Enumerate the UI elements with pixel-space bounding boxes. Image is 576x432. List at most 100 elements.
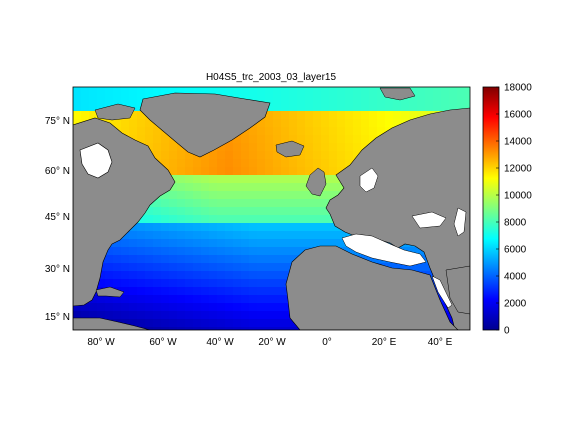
field-cell: [305, 143, 314, 152]
field-cell: [369, 95, 378, 104]
field-cell: [193, 303, 202, 312]
field-cell: [337, 231, 346, 240]
field-cell: [89, 111, 98, 120]
field-cell: [345, 119, 354, 128]
field-cell: [313, 239, 322, 248]
field-cell: [73, 95, 82, 104]
field-cell: [225, 191, 234, 200]
field-cell: [273, 191, 282, 200]
field-cell: [185, 199, 194, 208]
field-cell: [265, 263, 274, 272]
field-cell: [425, 263, 434, 272]
field-cell: [401, 103, 410, 112]
field-cell: [377, 127, 386, 136]
field-cell: [97, 87, 106, 96]
field-cell: [209, 199, 218, 208]
field-cell: [273, 167, 282, 176]
field-cell: [129, 127, 138, 136]
field-cell: [441, 303, 450, 312]
field-cell: [145, 319, 154, 328]
field-cell: [185, 191, 194, 200]
field-cell: [137, 263, 146, 272]
field-cell: [353, 95, 362, 104]
field-cell: [89, 87, 98, 96]
field-cell: [289, 135, 298, 144]
field-cell: [201, 319, 210, 328]
caspian-sea: [453, 207, 467, 237]
field-cell: [249, 135, 258, 144]
field-cell: [273, 303, 282, 312]
field-cell: [113, 271, 122, 280]
field-cell: [121, 263, 130, 272]
field-cell: [281, 127, 290, 136]
field-cell: [201, 175, 210, 184]
field-cell: [233, 183, 242, 192]
field-cell: [121, 119, 130, 128]
field-cell: [185, 255, 194, 264]
colorbar-tick-label: 16000: [504, 110, 532, 121]
field-cell: [449, 103, 458, 112]
field-cell: [281, 167, 290, 176]
svalbard-land: [379, 87, 416, 101]
field-cell: [329, 119, 338, 128]
field-cell: [425, 87, 434, 96]
field-cell: [113, 255, 122, 264]
field-cell: [201, 191, 210, 200]
field-cell: [185, 175, 194, 184]
field-cell: [145, 223, 154, 232]
lon-label-60w: 60° W: [149, 337, 177, 348]
field-cell: [217, 319, 226, 328]
field-cell: [137, 119, 146, 128]
field-cell: [161, 135, 170, 144]
field-cell: [233, 311, 242, 320]
field-cell: [177, 191, 186, 200]
arctic-islands: [94, 103, 136, 121]
africa-land: [285, 245, 459, 330]
eurasia-land: [325, 107, 470, 330]
field-cell: [409, 103, 418, 112]
field-cell: [281, 199, 290, 208]
field-cell: [265, 111, 274, 120]
field-cell: [329, 159, 338, 168]
field-cell: [97, 271, 106, 280]
field-cell: [409, 95, 418, 104]
field-cell: [241, 255, 250, 264]
field-cell: [209, 239, 218, 248]
field-cell: [369, 87, 378, 96]
field-cell: [201, 263, 210, 272]
field-cell: [113, 303, 122, 312]
field-cell: [233, 239, 242, 248]
field-cell: [233, 151, 242, 160]
field-cell: [121, 287, 130, 296]
field-cell: [137, 135, 146, 144]
field-cell: [337, 159, 346, 168]
field-cell: [385, 95, 394, 104]
field-cell: [257, 135, 266, 144]
field-cell: [169, 159, 178, 168]
field-cell: [225, 159, 234, 168]
field-cell: [265, 159, 274, 168]
field-cell: [129, 271, 138, 280]
field-cell: [145, 127, 154, 136]
black-sea: [411, 211, 447, 229]
field-cell: [241, 327, 250, 330]
field-cell: [281, 303, 290, 312]
field-cell: [177, 311, 186, 320]
field-cell: [113, 279, 122, 288]
field-cell: [113, 311, 122, 320]
field-cell: [217, 159, 226, 168]
field-cell: [273, 223, 282, 232]
lat-label-60: 60° N: [45, 166, 70, 177]
field-cell: [249, 231, 258, 240]
field-cell: [233, 87, 242, 96]
field-cell: [321, 151, 330, 160]
field-cell: [313, 151, 322, 160]
field-cell: [417, 103, 426, 112]
field-cell: [329, 239, 338, 248]
field-cell: [193, 175, 202, 184]
field-cell: [217, 327, 226, 330]
field-cell: [105, 87, 114, 96]
field-cell: [153, 223, 162, 232]
field-cell: [169, 263, 178, 272]
field-cell: [225, 199, 234, 208]
